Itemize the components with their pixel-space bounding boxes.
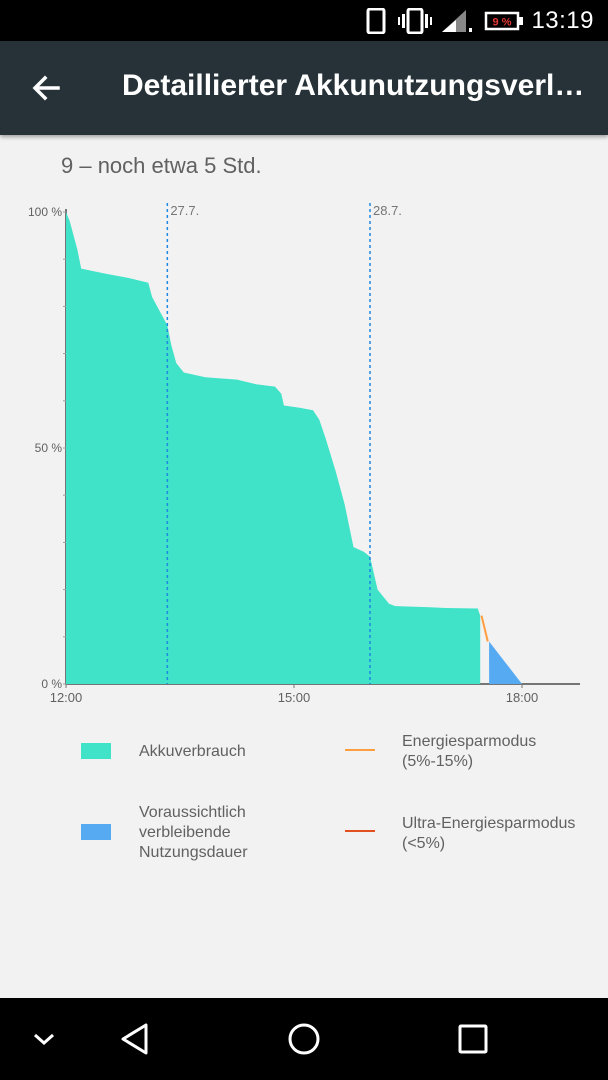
x-tick-label: 12:00 xyxy=(50,690,83,705)
legend-label-battery-usage: Akkuverbrauch xyxy=(139,743,246,760)
legend-swatch-ultra-power-saving xyxy=(345,830,375,832)
battery-usage-area xyxy=(66,212,481,684)
back-button[interactable] xyxy=(100,998,170,1080)
home-button[interactable] xyxy=(269,998,339,1080)
chart-series xyxy=(66,212,522,684)
back-triangle-icon xyxy=(121,1023,148,1055)
battery-percent-text: 9 % xyxy=(493,17,512,29)
battery-icon: 9 % xyxy=(484,11,523,31)
battery-summary: 9 – noch etwa 5 Std. xyxy=(61,153,262,178)
home-circle-icon xyxy=(288,1023,320,1055)
navigation-bar xyxy=(0,998,608,1080)
vibrate-icon xyxy=(398,8,432,34)
legend-label-ultra-power-saving: Ultra-Energiesparmodus (<5%) xyxy=(402,815,576,852)
page-title: Detaillierter Akkunutzungsverlauf xyxy=(122,69,592,102)
legend-label-remaining-time: Voraussichtlich verbleibende Nutzungsdau… xyxy=(139,804,248,861)
legend-swatch-battery-usage xyxy=(81,743,111,759)
recents-square-icon xyxy=(458,1024,488,1054)
x-tick-label: 15:00 xyxy=(278,690,311,705)
hide-keyboard-icon xyxy=(34,1033,54,1046)
legend-swatch-power-saving xyxy=(345,749,375,751)
chart-labels: 27.7. 28.7. 100 % 50 % 0 %12:00 15:00 18:00 xyxy=(28,203,538,705)
date-marker-label: 28.7. xyxy=(373,203,402,218)
legend-label-power-saving: Energiesparmodus (5%-15%) xyxy=(402,733,537,770)
arrow-back-icon[interactable] xyxy=(28,70,64,106)
status-bar: 9 % 13:19 xyxy=(0,0,608,41)
x-tick-label: 18:00 xyxy=(506,690,539,705)
hide-keyboard-button[interactable] xyxy=(14,998,74,1080)
y-tick-label: 50 % xyxy=(35,441,63,455)
remaining-time-area xyxy=(489,641,522,684)
chart-date-markers xyxy=(166,203,371,684)
phone-outline-icon xyxy=(366,8,386,34)
signal-icon xyxy=(442,10,472,32)
recents-button[interactable] xyxy=(438,998,508,1080)
date-marker-label: 27.7. xyxy=(170,203,199,218)
legend-swatch-remaining-time xyxy=(81,824,111,840)
y-tick-label: 100 % xyxy=(28,205,62,219)
y-tick-label: 0 % xyxy=(41,677,62,691)
app-bar: Detaillierter Akkunutzungsverlauf xyxy=(0,41,608,135)
power-saving-line xyxy=(480,615,489,642)
battery-history-chart: 27.7. 28.7. 100 % 50 % 0 %12:00 15:00 18:00 xyxy=(28,203,580,705)
clock: 13:19 xyxy=(531,7,594,34)
